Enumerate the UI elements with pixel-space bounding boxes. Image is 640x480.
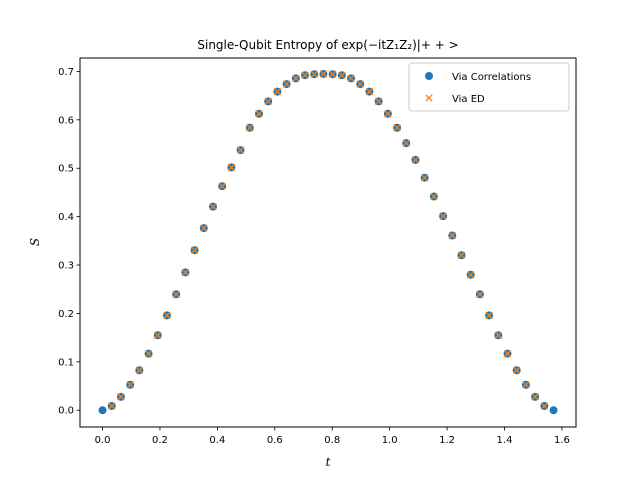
y-tick-label: 0.7 <box>58 67 74 78</box>
data-point-ed <box>163 311 171 320</box>
data-point-ed <box>282 80 291 88</box>
data-point-correlations <box>549 406 558 415</box>
data-point-ed <box>190 246 199 254</box>
data-point-ed <box>172 290 180 298</box>
data-point-ed <box>273 87 282 96</box>
data-point-ed <box>402 139 410 147</box>
x-tick-label: 0.8 <box>324 435 340 446</box>
data-point-ed <box>485 311 493 320</box>
legend-label: Via Correlations <box>452 72 531 83</box>
data-point-ed <box>375 97 383 106</box>
x-tick-label: 0.2 <box>152 435 168 446</box>
data-point-ed <box>135 366 144 374</box>
data-point-ed <box>356 80 364 88</box>
x-tick-label: 1.0 <box>382 435 398 446</box>
series-layer <box>98 69 558 415</box>
data-point-ed <box>200 224 208 232</box>
data-point-ed <box>154 331 162 339</box>
data-point-ed <box>457 251 466 259</box>
data-point-ed <box>365 87 374 96</box>
y-tick-label: 0.1 <box>58 357 74 368</box>
data-point-ed <box>181 268 190 277</box>
data-point-ed <box>476 290 484 298</box>
x-axis: 0.0 0.2 0.4 0.6 0.8 1.0 1.2 1.4 1.6 <box>95 427 570 446</box>
x-axis-label: t <box>326 455 331 469</box>
x-tick-label: 1.6 <box>554 435 570 446</box>
data-point-ed <box>227 163 236 172</box>
data-point-ed <box>108 402 116 410</box>
plot-area <box>79 57 577 428</box>
data-point-ed <box>494 331 502 339</box>
data-point-ed <box>531 393 539 401</box>
legend-box <box>408 62 570 112</box>
data-point-ed <box>209 202 217 211</box>
chart-title: Single-Qubit Entropy of exp(−itZ₁Z₂)|+ +… <box>197 38 458 52</box>
y-tick-label: 0.4 <box>58 212 74 223</box>
data-point-ed <box>540 402 548 410</box>
data-point-ed <box>264 97 272 106</box>
legend-marker-correlations <box>425 72 433 80</box>
data-point-ed <box>384 110 392 118</box>
legend-label: Via ED <box>452 94 485 105</box>
data-point-ed <box>126 381 134 389</box>
data-point-ed <box>347 74 355 83</box>
y-tick-label: 0.5 <box>58 164 74 175</box>
data-point-ed <box>522 381 530 389</box>
data-point-correlations <box>98 406 107 415</box>
data-point-ed <box>255 110 263 118</box>
y-tick-label: 0.0 <box>58 406 74 417</box>
y-axis: 0.0 0.1 0.2 0.3 0.4 0.5 0.6 0.7 <box>58 67 80 417</box>
y-axis-label: S <box>28 238 42 246</box>
y-tick-label: 0.2 <box>58 309 74 320</box>
legend-marker-ed <box>425 94 433 102</box>
data-point-ed <box>439 212 447 220</box>
x-tick-label: 0.0 <box>95 435 111 446</box>
y-tick-label: 0.3 <box>58 261 74 272</box>
data-point-ed <box>236 146 245 154</box>
data-point-ed <box>338 71 346 79</box>
legend: Via Correlations Via ED <box>408 62 570 112</box>
data-point-ed <box>218 182 226 190</box>
data-point-ed <box>292 74 300 83</box>
data-point-ed <box>310 70 318 78</box>
data-point-ed <box>420 174 429 182</box>
data-point-ed <box>430 192 438 201</box>
data-point-ed <box>319 70 328 78</box>
data-point-ed <box>411 156 420 164</box>
data-point-ed <box>503 350 512 358</box>
data-point-ed <box>328 70 337 78</box>
data-point-ed <box>246 124 254 132</box>
data-point-ed <box>393 124 401 132</box>
data-point-ed <box>448 231 456 240</box>
data-point-ed <box>117 393 125 401</box>
data-point-ed <box>467 271 475 279</box>
x-tick-label: 1.4 <box>497 435 513 446</box>
x-tick-label: 0.6 <box>267 435 283 446</box>
data-point-ed <box>301 71 309 79</box>
x-tick-label: 1.2 <box>439 435 455 446</box>
data-point-ed <box>144 350 153 358</box>
data-point-ed <box>513 366 521 374</box>
x-tick-label: 0.4 <box>209 435 225 446</box>
y-tick-label: 0.6 <box>58 115 74 126</box>
series-ed <box>108 70 548 410</box>
